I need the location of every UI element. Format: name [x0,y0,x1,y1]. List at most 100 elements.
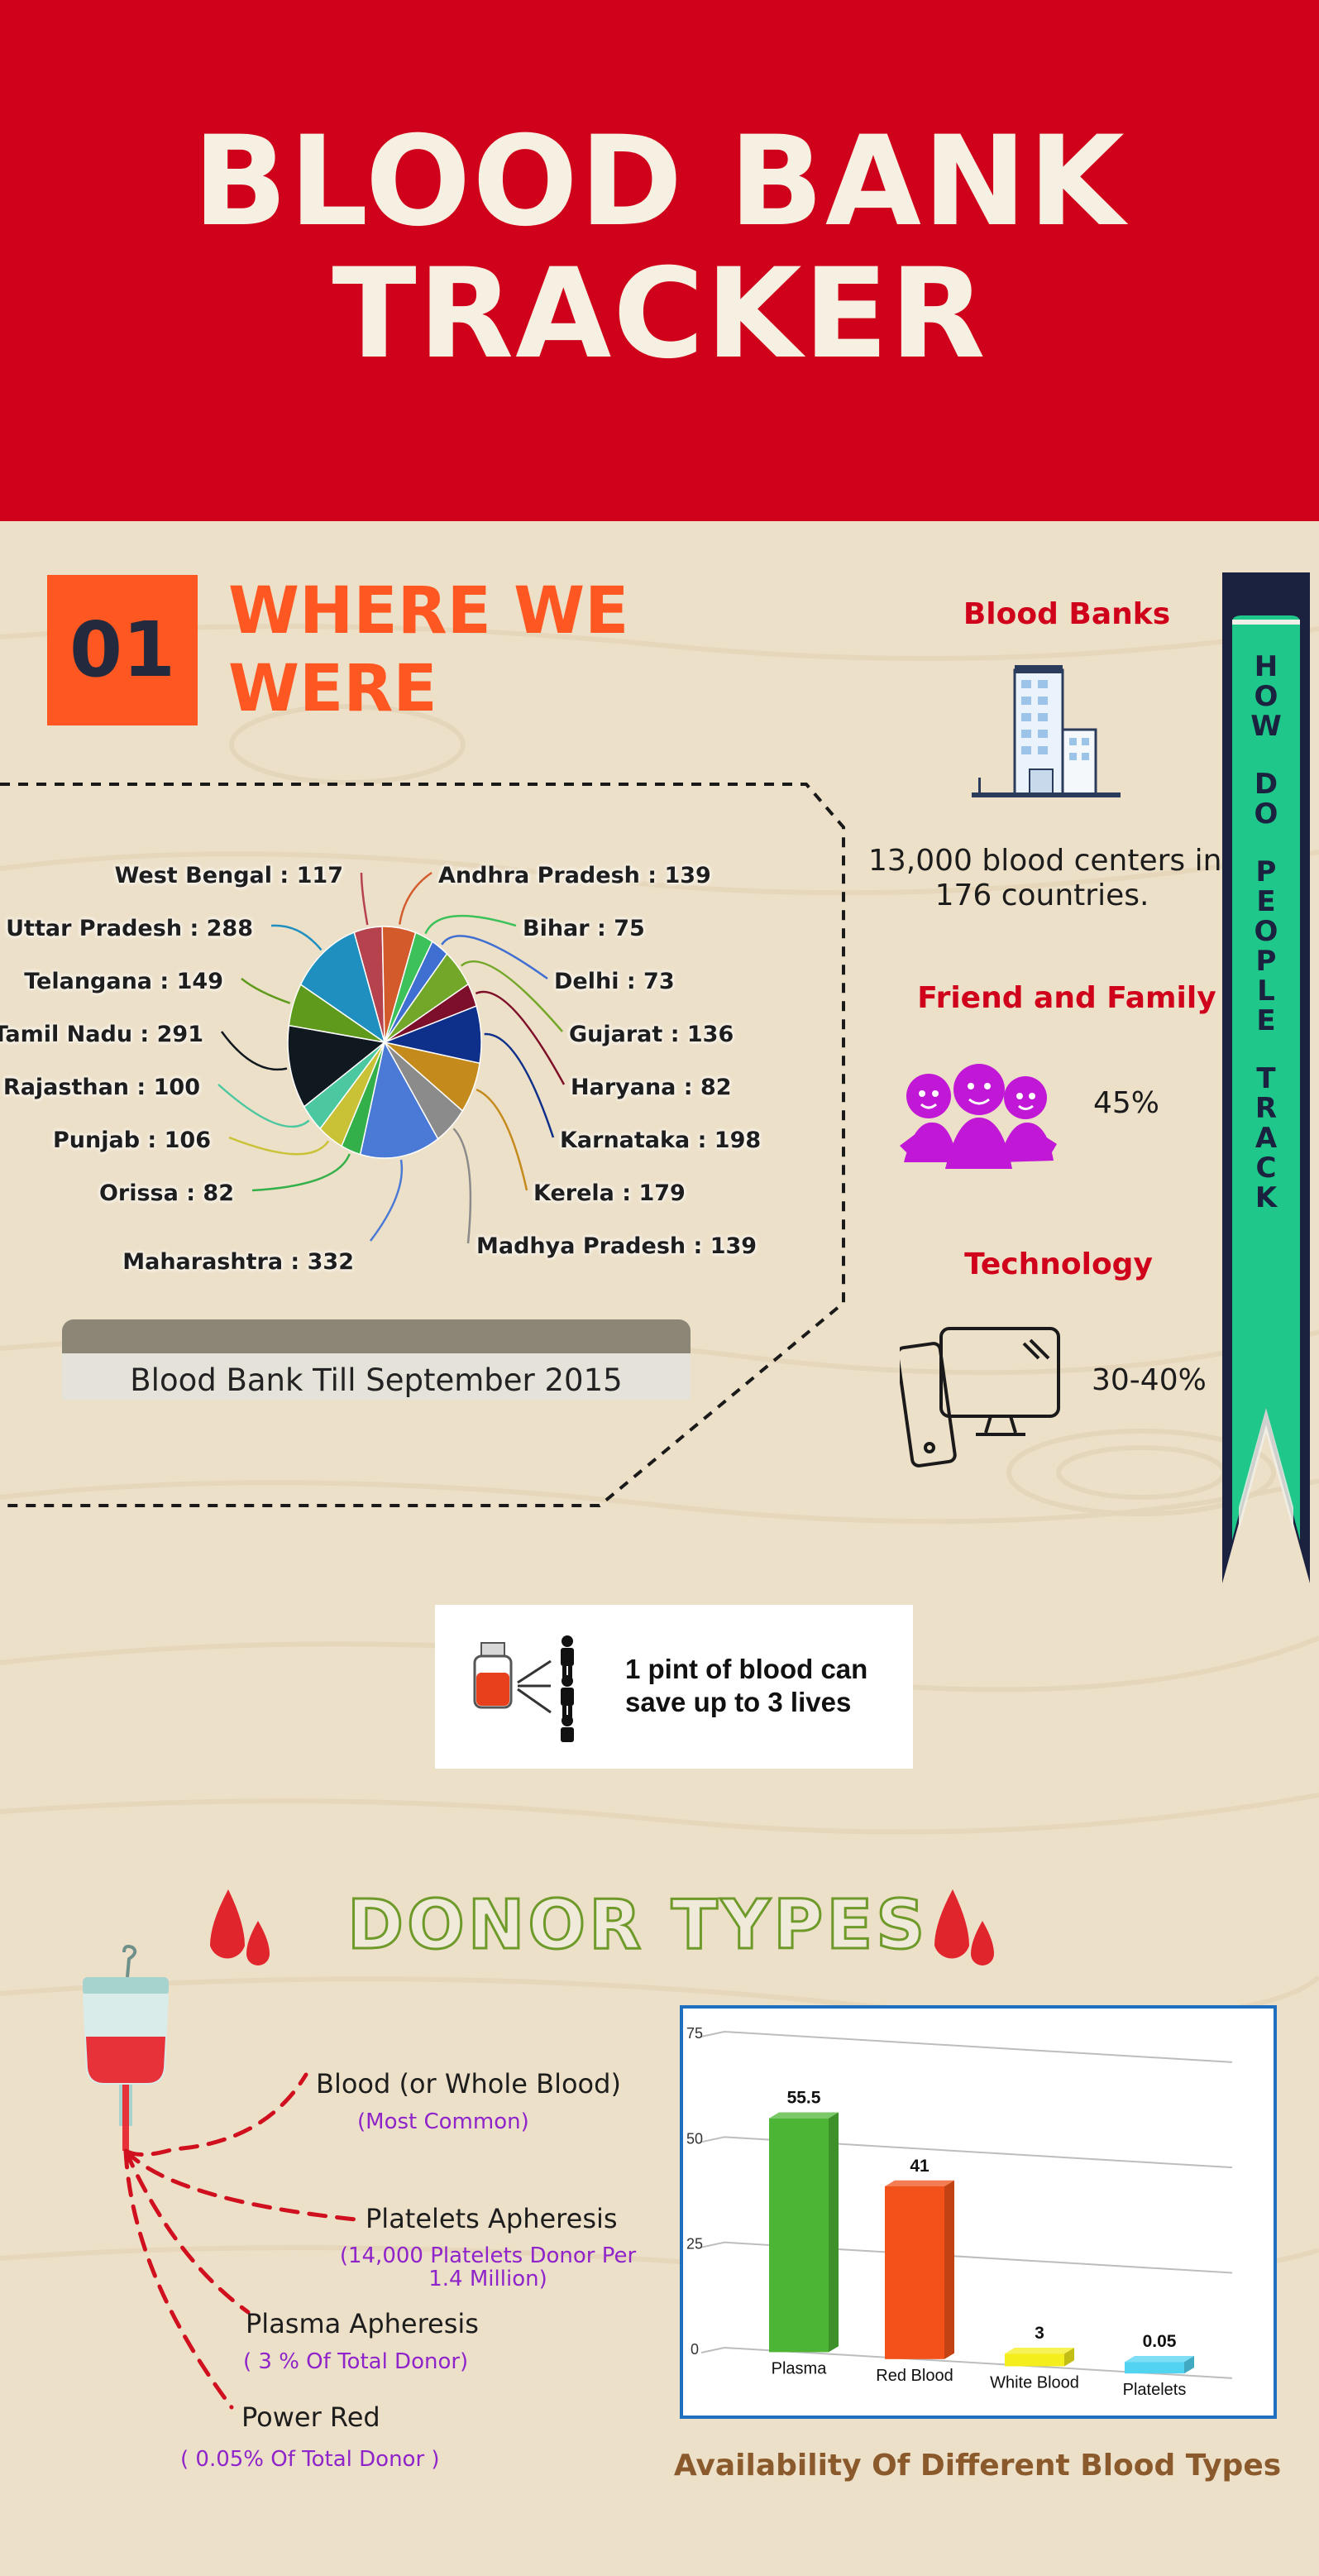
bar-top [885,2180,954,2186]
gridline-0 [700,2346,1233,2379]
pie-caption: Blood Bank Till September 2015 [62,1353,691,1400]
bar-front [1125,2362,1184,2374]
pie-leader-maharashtra [370,1159,404,1242]
family-icon [900,1064,1057,1169]
pie-label-delhi: Delhi : 73 [554,969,675,994]
pie-label-karnataka: Karnataka : 198 [560,1128,762,1153]
blood-banks-text: 13,000 blood centers in 176 countries. [868,844,1222,913]
pie-leader-kerela [476,1088,528,1191]
dashed-frame [0,783,845,1507]
pie-label-bihar: Bihar : 75 [523,916,645,941]
bar-front [885,2186,944,2359]
pie-label-gujarat: Gujarat : 136 [569,1022,734,1047]
pie-label-maharashtra: Maharashtra : 332 [122,1249,354,1275]
blood-banks-heading: Blood Banks [963,597,1171,631]
header-banner [0,0,1319,521]
donor-note-whole-blood: (Most Common) [357,2109,529,2134]
bar-side [1184,2356,1194,2374]
y-tick-label-0: 0 [691,2341,699,2358]
bar-platelets [1125,2356,1194,2374]
pie-leader-west-bengal [360,872,369,926]
blood-banks-line-1: 13,000 blood centers in [868,844,1222,878]
pie-leader-telangana [241,978,291,1004]
iv-bag-diagram [83,1944,358,2410]
pie-leader-lines [217,871,566,1244]
bar-front [769,2118,829,2353]
pie-leader-gujarat [460,960,563,1032]
pie-label-kerela: Kerela : 179 [533,1180,686,1206]
bar-front [1005,2353,1064,2367]
donor-type-power-red: Power Red [241,2401,380,2433]
pie-leader-andhra-pradesh [398,871,432,925]
gridline-50 [700,2136,1233,2169]
pie-label-punjab: Punjab : 106 [53,1128,211,1153]
pie-label-uttar-pradesh: Uttar Pradesh : 288 [6,916,253,941]
y-tick-label-25: 25 [686,2236,703,2253]
y-tick-label-50: 50 [686,2130,703,2147]
bar-plasma [769,2112,839,2353]
pie-leader-delhi [441,935,548,980]
donor-note-plasma: ( 3 % Of Total Donor) [243,2349,469,2374]
technology-heading: Technology [964,1247,1153,1281]
pie-slice-maharashtra [359,1040,439,1159]
blood-bag-people-icon [473,1635,574,1742]
section-title: WHERE WE WERE [228,572,628,728]
pie-label-west-bengal: West Bengal : 117 [114,863,343,888]
title-line-1: BLOOD BANK [193,110,1126,254]
donor-type-plasma: Plasma Apheresis [246,2308,479,2339]
ribbon-word-do: D O [1254,768,1278,831]
pie-label-rajasthan: Rajasthan : 100 [2,1075,200,1100]
donor-types-title: DONOR TYPES [346,1885,929,1966]
bar-side [944,2180,954,2359]
technology-value: 30-40% [1092,1363,1207,1397]
page-title: BLOOD BANK TRACKER [0,116,1319,381]
friends-heading: Friend and Family [917,981,1216,1015]
bar-top [769,2112,839,2119]
pie-label-telangana: Telangana : 149 [24,969,223,994]
pie-leader-uttar-pradesh [270,924,323,951]
pie-chart [217,871,566,1244]
bar-value-label-white-blood: 3 [1035,2324,1044,2343]
pie-leader-karnataka [484,1032,555,1138]
building-icon [972,665,1121,797]
pie-leader-tamil-nadu [220,1031,288,1071]
pie-label-madhya-pradesh: Madhya Pradesh : 139 [476,1233,757,1259]
pint-fact-text: 1 pint of blood can save up to 3 lives [625,1653,867,1719]
bar-top [1005,2348,1074,2354]
gridline-25 [700,2241,1233,2274]
donor-note-platelets-line-1: (14,000 Platelets Donor Per [339,2243,637,2268]
blood-banks-line-2: 176 countries. [934,879,1149,912]
pie-label-andhra-pradesh: Andhra Pradesh : 139 [438,863,711,888]
blood-drop-icon-left [210,1889,270,1966]
title-line-2: TRACKER [332,242,987,386]
section-title-line-2: WERE [228,652,437,726]
pie-leader-haryana [475,990,566,1085]
bar-red-blood [885,2180,954,2359]
pint-line-2: save up to 3 lives [625,1687,852,1717]
ribbon-word-track: T R A C K [1254,1062,1278,1214]
bar-category-label-platelets: Platelets [1123,2381,1187,2399]
bar-category-label-white-blood: White Blood [990,2374,1079,2392]
pie-slice-tamil-nadu [287,1024,386,1108]
pie-leader-rajasthan [217,1084,310,1128]
pie-label-haryana: Haryana : 82 [571,1075,732,1100]
bar-chart-caption: Availability Of Different Blood Types [673,2449,1282,2483]
bar-top [1125,2356,1194,2363]
bar-category-label-plasma: Plasma [772,2359,828,2377]
donor-type-whole-blood: Blood (or Whole Blood) [316,2068,621,2100]
donor-type-platelets: Platelets Apheresis [366,2203,618,2234]
ribbon-word-how: H O W [1250,650,1282,743]
section-title-line-1: WHERE WE [228,574,629,649]
pint-fact-card: 1 pint of blood can save up to 3 lives [435,1605,913,1769]
bar-white-blood [1005,2348,1074,2367]
bar-category-label-red-blood: Red Blood [876,2367,953,2385]
pie-leader-orissa [251,1153,351,1192]
pie-slices [287,926,482,1159]
friends-value: 45% [1093,1086,1160,1120]
bar-value-label-platelets: 0.05 [1143,2332,1177,2351]
bar-value-label-plasma: 55.5 [787,2089,821,2108]
pie-label-tamil-nadu: Tamil Nadu : 291 [0,1022,203,1047]
devices-icon [900,1327,1060,1468]
section-number-badge: 01 [47,575,198,725]
